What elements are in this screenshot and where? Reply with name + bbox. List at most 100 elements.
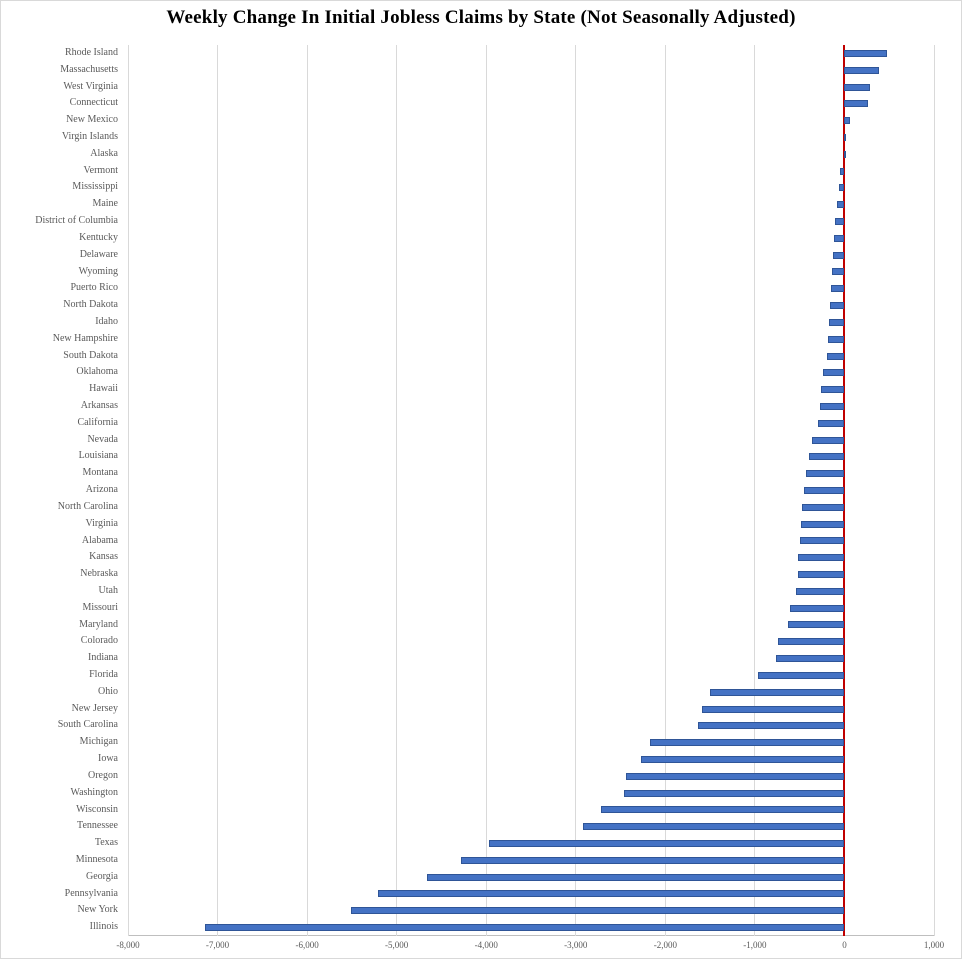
x-tick-label: -6,000 [295, 940, 319, 950]
y-label: Washington [70, 786, 118, 798]
y-label: California [77, 416, 118, 428]
bar-colorado [778, 638, 845, 646]
bar-missouri [790, 604, 845, 612]
bar-virgin-islands [844, 133, 847, 141]
y-label: Texas [94, 837, 118, 849]
bar-rhode-island [844, 49, 887, 57]
bar-maine [837, 201, 845, 209]
y-label: Indiana [88, 652, 118, 664]
y-label: Wyoming [78, 265, 118, 277]
y-label: North Dakota [63, 299, 118, 311]
bar-mississippi [839, 184, 845, 192]
y-label: District of Columbia [35, 215, 118, 227]
bar-tennessee [582, 823, 845, 831]
y-label: Delaware [79, 248, 118, 260]
y-label: Massachusetts [60, 63, 118, 75]
y-label: New Mexico [66, 114, 118, 126]
bar-new-jersey [702, 705, 845, 713]
y-label: Oregon [88, 769, 118, 781]
y-label: South Dakota [63, 349, 118, 361]
gridline [396, 45, 398, 936]
y-label: Missouri [82, 601, 118, 613]
y-label: Iowa [98, 753, 118, 765]
bar-washington [623, 789, 845, 797]
bar-arkansas [820, 402, 845, 410]
bar-utah [795, 587, 845, 595]
y-label: Alabama [81, 534, 118, 546]
y-label: Michigan [79, 736, 118, 748]
y-label: Utah [98, 584, 118, 596]
bar-alaska [843, 150, 846, 158]
gridline [127, 45, 129, 936]
bar-virginia [800, 520, 845, 528]
bar-maryland [788, 621, 845, 629]
bar-vermont [839, 167, 845, 175]
gridline [217, 45, 219, 936]
bar-wyoming [831, 268, 845, 276]
y-label: Vermont [83, 164, 118, 176]
y-label: Tennessee [77, 820, 118, 832]
gridline [754, 45, 756, 936]
x-axis-line [128, 935, 934, 936]
bar-michigan [650, 739, 845, 747]
y-label: Mississippi [72, 181, 118, 193]
bar-south-carolina [697, 722, 845, 730]
gridline [664, 45, 666, 936]
y-label: West Virginia [63, 80, 118, 92]
bar-texas [488, 840, 845, 848]
bar-connecticut [844, 100, 869, 108]
y-label: Ohio [98, 685, 118, 697]
gridline [485, 45, 487, 936]
y-label: Colorado [80, 635, 118, 647]
y-label: Kentucky [79, 231, 118, 243]
bar-delaware [833, 251, 845, 259]
bar-louisiana [809, 453, 845, 461]
bar-california [818, 419, 845, 427]
y-label: Kansas [89, 551, 118, 563]
bar-massachusetts [844, 66, 879, 74]
bar-district-of-columbia [834, 218, 845, 226]
bar-pennsylvania [377, 890, 845, 898]
bar-florida [758, 671, 845, 679]
bar-west-virginia [844, 83, 870, 91]
x-tick-label: -4,000 [474, 940, 498, 950]
bar-idaho [828, 318, 845, 326]
bar-georgia [427, 873, 845, 881]
y-label: South Carolina [57, 719, 118, 731]
y-label: New Hampshire [52, 332, 118, 344]
bar-alabama [799, 537, 845, 545]
y-label: Arkansas [80, 400, 118, 412]
chart-title: Weekly Change In Initial Jobless Claims … [166, 7, 796, 28]
y-label: Wisconsin [76, 803, 118, 815]
y-label: Virginia [85, 517, 118, 529]
y-label: Minnesota [75, 853, 118, 865]
x-tick-label: -7,000 [205, 940, 230, 950]
bar-indiana [776, 655, 845, 663]
plot-area [127, 45, 935, 936]
x-tick-label: -2,000 [653, 940, 677, 950]
x-tick-label: -8,000 [116, 940, 140, 950]
bar-hawaii [821, 386, 845, 394]
y-label: Alaska [90, 147, 118, 159]
bar-oklahoma [822, 369, 845, 377]
y-label: Nebraska [80, 568, 118, 580]
bar-wisconsin [600, 806, 845, 814]
y-label: Oklahoma [76, 366, 118, 378]
bar-puerto-rico [830, 285, 845, 293]
bar-kansas [798, 554, 845, 562]
y-label: Pennsylvania [64, 887, 118, 899]
bar-nevada [811, 436, 845, 444]
gridline [306, 45, 308, 936]
gridline [933, 45, 935, 936]
bar-ohio [710, 688, 845, 696]
bar-illinois [204, 924, 845, 932]
y-label: Rhode Island [64, 47, 118, 58]
bar-north-carolina [801, 503, 845, 511]
bar-kentucky [833, 234, 845, 242]
y-label: Idaho [95, 315, 118, 327]
y-label: Georgia [85, 870, 118, 882]
bar-iowa [641, 755, 845, 763]
y-label: Arizona [85, 484, 118, 496]
bar-new-mexico [844, 117, 850, 125]
